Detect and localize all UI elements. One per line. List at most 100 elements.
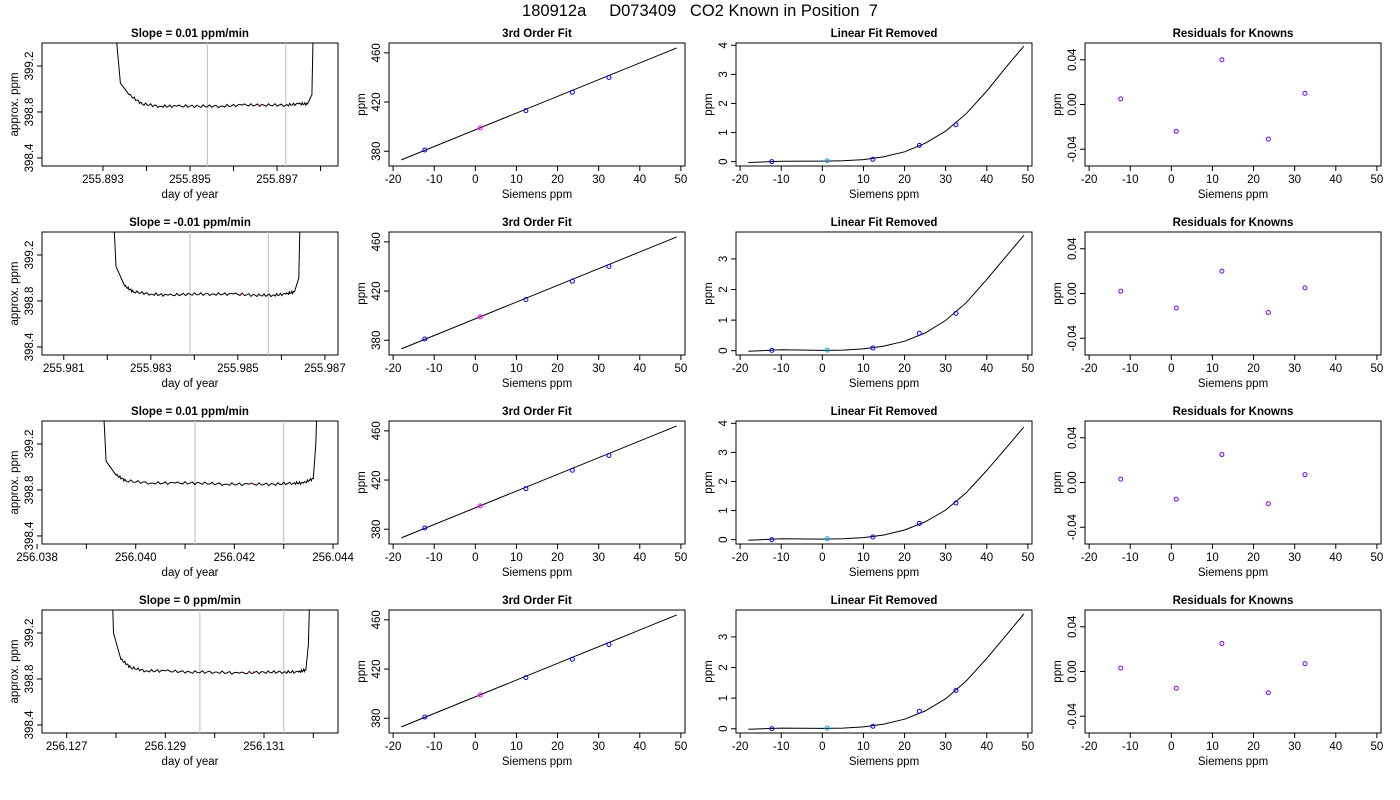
residual-point — [1219, 268, 1225, 274]
y-tick-label: 0.00 — [1067, 471, 1079, 493]
y-tick-label: 380 — [371, 142, 383, 161]
y-tick-label: 399.2 — [24, 52, 36, 81]
x-tick-label: 40 — [980, 741, 993, 753]
residual-point — [1173, 128, 1179, 134]
x-tick-label: 20 — [551, 174, 564, 186]
x-tick-label: -10 — [773, 741, 790, 753]
x-tick-label: 256.044 — [312, 552, 354, 564]
x-tick-label: 20 — [551, 552, 564, 564]
data-trace — [112, 610, 310, 675]
x-tick-label: 40 — [633, 174, 646, 186]
residual-point — [1265, 501, 1271, 507]
x-tick-label: 20 — [898, 363, 911, 375]
panel-fit-row3: 3rd Order Fit -20 -10 0 10 20 30 40 50 380 420 460 S… — [356, 406, 687, 579]
y-tick-label: -0.04 — [1067, 136, 1079, 163]
panel-title: Linear Fit Removed — [831, 595, 938, 607]
residual-point — [1173, 305, 1179, 311]
x-tick-label: -10 — [426, 552, 443, 564]
plot-frame — [41, 420, 339, 545]
x-tick-label: 20 — [898, 174, 911, 186]
y-tick-label: 398.4 — [24, 143, 36, 172]
panel-title: Slope = 0.01 ppm/min — [131, 406, 249, 418]
data-point — [477, 503, 483, 509]
y-tick-label: 0.04 — [1067, 237, 1079, 260]
x-axis-label: Siemens ppm — [1198, 378, 1268, 390]
x-tick-label: 10 — [857, 363, 870, 375]
residual-point — [1219, 452, 1225, 458]
residual-point — [1173, 496, 1179, 502]
x-tick-label: 255.897 — [256, 174, 298, 186]
x-tick-label: -20 — [732, 552, 749, 564]
y-axis-label: ppm — [1052, 282, 1064, 304]
y-tick-label: 2 — [718, 286, 730, 292]
data-point — [569, 467, 575, 473]
panel-title: 3rd Order Fit — [502, 595, 572, 607]
x-tick-label: 10 — [1206, 174, 1219, 186]
panel-fit-row1: 3rd Order Fit -20 -10 0 10 20 30 40 50 380 420 460 S… — [356, 28, 687, 201]
panel-title: Residuals for Knowns — [1173, 595, 1294, 607]
x-tick-label: -20 — [1081, 174, 1098, 186]
x-tick-label: 0 — [472, 174, 478, 186]
plot-frame — [735, 609, 1033, 734]
plot-area — [113, 232, 301, 355]
y-axis-label: ppm — [703, 471, 715, 493]
x-tick-label: 20 — [1247, 552, 1260, 564]
residual-point — [1118, 96, 1124, 102]
panel-linear_removed-row3: Linear Fit Removed -20 -10 0 10 20 30 40 50 0 1 2 3 4… — [703, 406, 1034, 579]
x-tick-label: 10 — [510, 174, 523, 186]
y-tick-label: 398.4 — [24, 710, 36, 739]
x-tick-label: -10 — [426, 363, 443, 375]
x-tick-label: 40 — [1329, 552, 1342, 564]
x-tick-label: 256.038 — [16, 552, 58, 564]
x-tick-label: 255.985 — [217, 363, 259, 375]
y-tick-label: 460 — [371, 232, 383, 251]
plot-area — [748, 426, 1025, 543]
data-trace — [103, 421, 318, 487]
x-tick-label: 20 — [898, 741, 911, 753]
x-tick-label: 0 — [1168, 741, 1174, 753]
x-axis-label: Siemens ppm — [1198, 567, 1268, 579]
x-tick-label: 30 — [939, 363, 952, 375]
plot-frame — [1084, 42, 1382, 167]
y-tick-label: -0.04 — [1067, 703, 1079, 730]
data-point — [769, 159, 775, 165]
panel-title: 3rd Order Fit — [502, 406, 572, 418]
x-tick-label: 30 — [939, 174, 952, 186]
x-tick-label: 255.981 — [43, 363, 85, 375]
plot-area — [401, 47, 677, 161]
x-tick-label: 30 — [1288, 174, 1301, 186]
data-point — [953, 122, 959, 128]
x-tick-label: 50 — [674, 174, 687, 186]
x-tick-label: 10 — [1206, 741, 1219, 753]
fit-curve — [748, 235, 1025, 352]
y-tick-label: 1 — [718, 507, 730, 513]
y-axis-label: approx. ppm — [9, 262, 21, 326]
data-point — [769, 537, 775, 543]
plot-area — [1118, 452, 1308, 507]
y-tick-label: 1 — [718, 129, 730, 135]
x-axis-label: day of year — [162, 189, 219, 201]
x-tick-label: 10 — [1206, 552, 1219, 564]
plot-area — [116, 43, 314, 166]
x-tick-label: 10 — [510, 363, 523, 375]
data-point — [569, 89, 575, 95]
y-tick-label: 398.4 — [24, 332, 36, 361]
y-tick-label: 4 — [718, 420, 730, 427]
plot-frame — [1084, 231, 1382, 356]
x-tick-label: 30 — [1288, 552, 1301, 564]
y-tick-label: 420 — [371, 470, 383, 489]
y-tick-label: 0 — [718, 158, 730, 164]
y-axis-label: ppm — [703, 282, 715, 304]
x-tick-label: -10 — [773, 552, 790, 564]
panel-title: 3rd Order Fit — [502, 28, 572, 40]
x-tick-label: 50 — [674, 363, 687, 375]
data-point — [870, 723, 876, 729]
panel-linear_removed-row2: Linear Fit Removed -20 -10 0 10 20 30 40 50 0 1 2 3 S… — [703, 217, 1034, 390]
x-tick-label: 255.895 — [169, 174, 211, 186]
x-axis-label: Siemens ppm — [849, 378, 919, 390]
data-point — [916, 708, 922, 714]
x-tick-label: 50 — [674, 741, 687, 753]
x-tick-label: 50 — [1370, 174, 1383, 186]
plot-frame — [388, 609, 686, 734]
y-axis-label: ppm — [1052, 471, 1064, 493]
